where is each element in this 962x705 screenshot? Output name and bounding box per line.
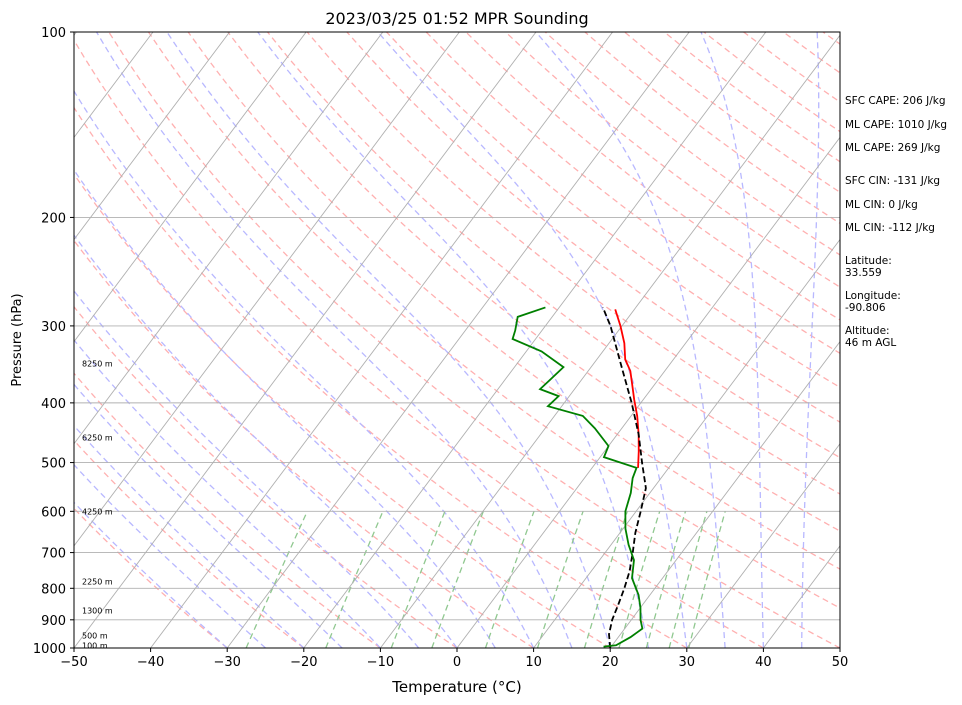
ml-cin-text-2: ML CIN: -112 J/kg <box>845 222 935 234</box>
x-tick-label: 20 <box>602 655 619 670</box>
isotherm <box>74 32 230 241</box>
moist-adiabat <box>166 32 611 648</box>
height-label: 4250 m <box>82 507 113 516</box>
isotherm <box>456 136 840 648</box>
x-tick-label: 10 <box>525 655 542 670</box>
mixing-ratio-line <box>431 511 484 648</box>
altitude-text: Altitude: 46 m AGL <box>845 325 897 349</box>
moist-adiabat <box>74 463 266 648</box>
mixing-ratio-line <box>668 511 708 648</box>
ml-cape-text: ML CAPE: 1010 J/kg <box>845 119 948 131</box>
x-tick-label: −10 <box>367 655 394 670</box>
plot-frame <box>73 31 841 649</box>
mixing-ratio-line <box>645 511 687 648</box>
moist-adiabat <box>257 32 650 648</box>
dry-adiabat <box>74 106 688 648</box>
y-tick-label: 100 <box>41 26 66 41</box>
sfc-cape-text: SFC CAPE: 206 J/kg <box>845 95 946 107</box>
mixing-ratio-line <box>484 511 535 648</box>
dry-adiabat <box>74 372 381 648</box>
dry-adiabat <box>74 38 764 648</box>
y-tick-label: 1000 <box>33 642 66 657</box>
moist-adiabat <box>96 32 573 648</box>
profile-line <box>614 309 640 468</box>
dry-adiabat <box>187 32 840 570</box>
longitude-text: Longitude: -90.806 <box>845 290 901 314</box>
dry-adiabat <box>147 32 840 609</box>
y-tick-label: 500 <box>41 457 66 472</box>
isotherm <box>74 32 460 547</box>
x-tick-label: −20 <box>290 655 317 670</box>
y-tick-label: 400 <box>41 397 66 412</box>
dry-adiabat <box>74 439 305 648</box>
isotherm <box>686 442 840 648</box>
moist-adiabat <box>535 32 726 648</box>
isotherm <box>74 32 537 648</box>
x-tick-label: 30 <box>679 655 696 670</box>
y-axis-label: Pressure (hPa) <box>10 293 25 386</box>
height-label: 500 m <box>82 632 108 641</box>
dry-adiabat <box>74 239 534 648</box>
moist-adiabat <box>377 32 688 648</box>
moist-adiabat <box>74 338 381 648</box>
isotherm <box>74 32 307 343</box>
isotherm <box>609 340 840 648</box>
moist-adiabat <box>700 32 765 648</box>
x-tick-label: 0 <box>453 655 461 670</box>
y-tick-label: 300 <box>41 320 66 335</box>
x-tick-label: −50 <box>60 655 87 670</box>
ml-cin-text: ML CIN: 0 J/kg <box>845 199 918 211</box>
y-tick-label: 800 <box>41 582 66 597</box>
x-axis-label: Temperature (°C) <box>391 678 521 696</box>
moist-adiabat <box>801 32 820 648</box>
dry-adiabat <box>306 32 840 459</box>
moist-adiabat <box>74 383 343 648</box>
mixing-ratio-line <box>390 511 446 648</box>
y-tick-label: 600 <box>41 505 66 520</box>
isotherm <box>74 32 154 139</box>
profile-line <box>511 306 644 648</box>
height-label: 2250 m <box>82 578 113 587</box>
x-tick-label: 40 <box>755 655 772 670</box>
moist-adiabat <box>74 501 228 648</box>
x-tick-label: −30 <box>213 655 240 670</box>
chart-title: 2023/03/25 01:52 MPR Sounding <box>325 9 588 28</box>
y-tick-label: 200 <box>41 211 66 226</box>
dry-adiabat <box>108 32 840 648</box>
isotherm <box>150 32 613 648</box>
isotherm <box>74 32 384 445</box>
height-label: 1300 m <box>82 607 113 616</box>
dry-adiabat <box>227 32 840 532</box>
isotherm <box>380 34 840 648</box>
profile-line <box>602 307 647 648</box>
isotherm <box>303 32 767 648</box>
isotherm <box>226 32 690 648</box>
dry-adiabat <box>74 173 611 648</box>
sfc-cin-text: SFC CIN: -131 J/kg <box>845 175 941 187</box>
isotherm <box>533 238 840 648</box>
y-tick-label: 900 <box>41 614 66 629</box>
dry-adiabat <box>425 32 840 355</box>
mixing-ratio-line <box>688 511 726 648</box>
dry-adiabat <box>74 305 458 648</box>
moist-adiabat <box>74 168 496 648</box>
height-label: 8250 m <box>82 359 113 368</box>
plot-area <box>74 32 840 648</box>
y-tick-label: 700 <box>41 547 66 562</box>
latitude-text: Latitude: 33.559 <box>845 255 892 279</box>
dry-adiabat <box>465 32 840 321</box>
x-tick-label: 50 <box>832 655 849 670</box>
moist-adiabat <box>74 234 458 648</box>
height-label: 6250 m <box>82 433 113 442</box>
ml-cape-text-2: ML CAPE: 269 J/kg <box>845 142 941 154</box>
moist-adiabat <box>74 424 305 648</box>
dry-adiabat <box>267 32 840 495</box>
height-label: 100 m <box>82 641 108 650</box>
x-tick-label: −40 <box>137 655 164 670</box>
